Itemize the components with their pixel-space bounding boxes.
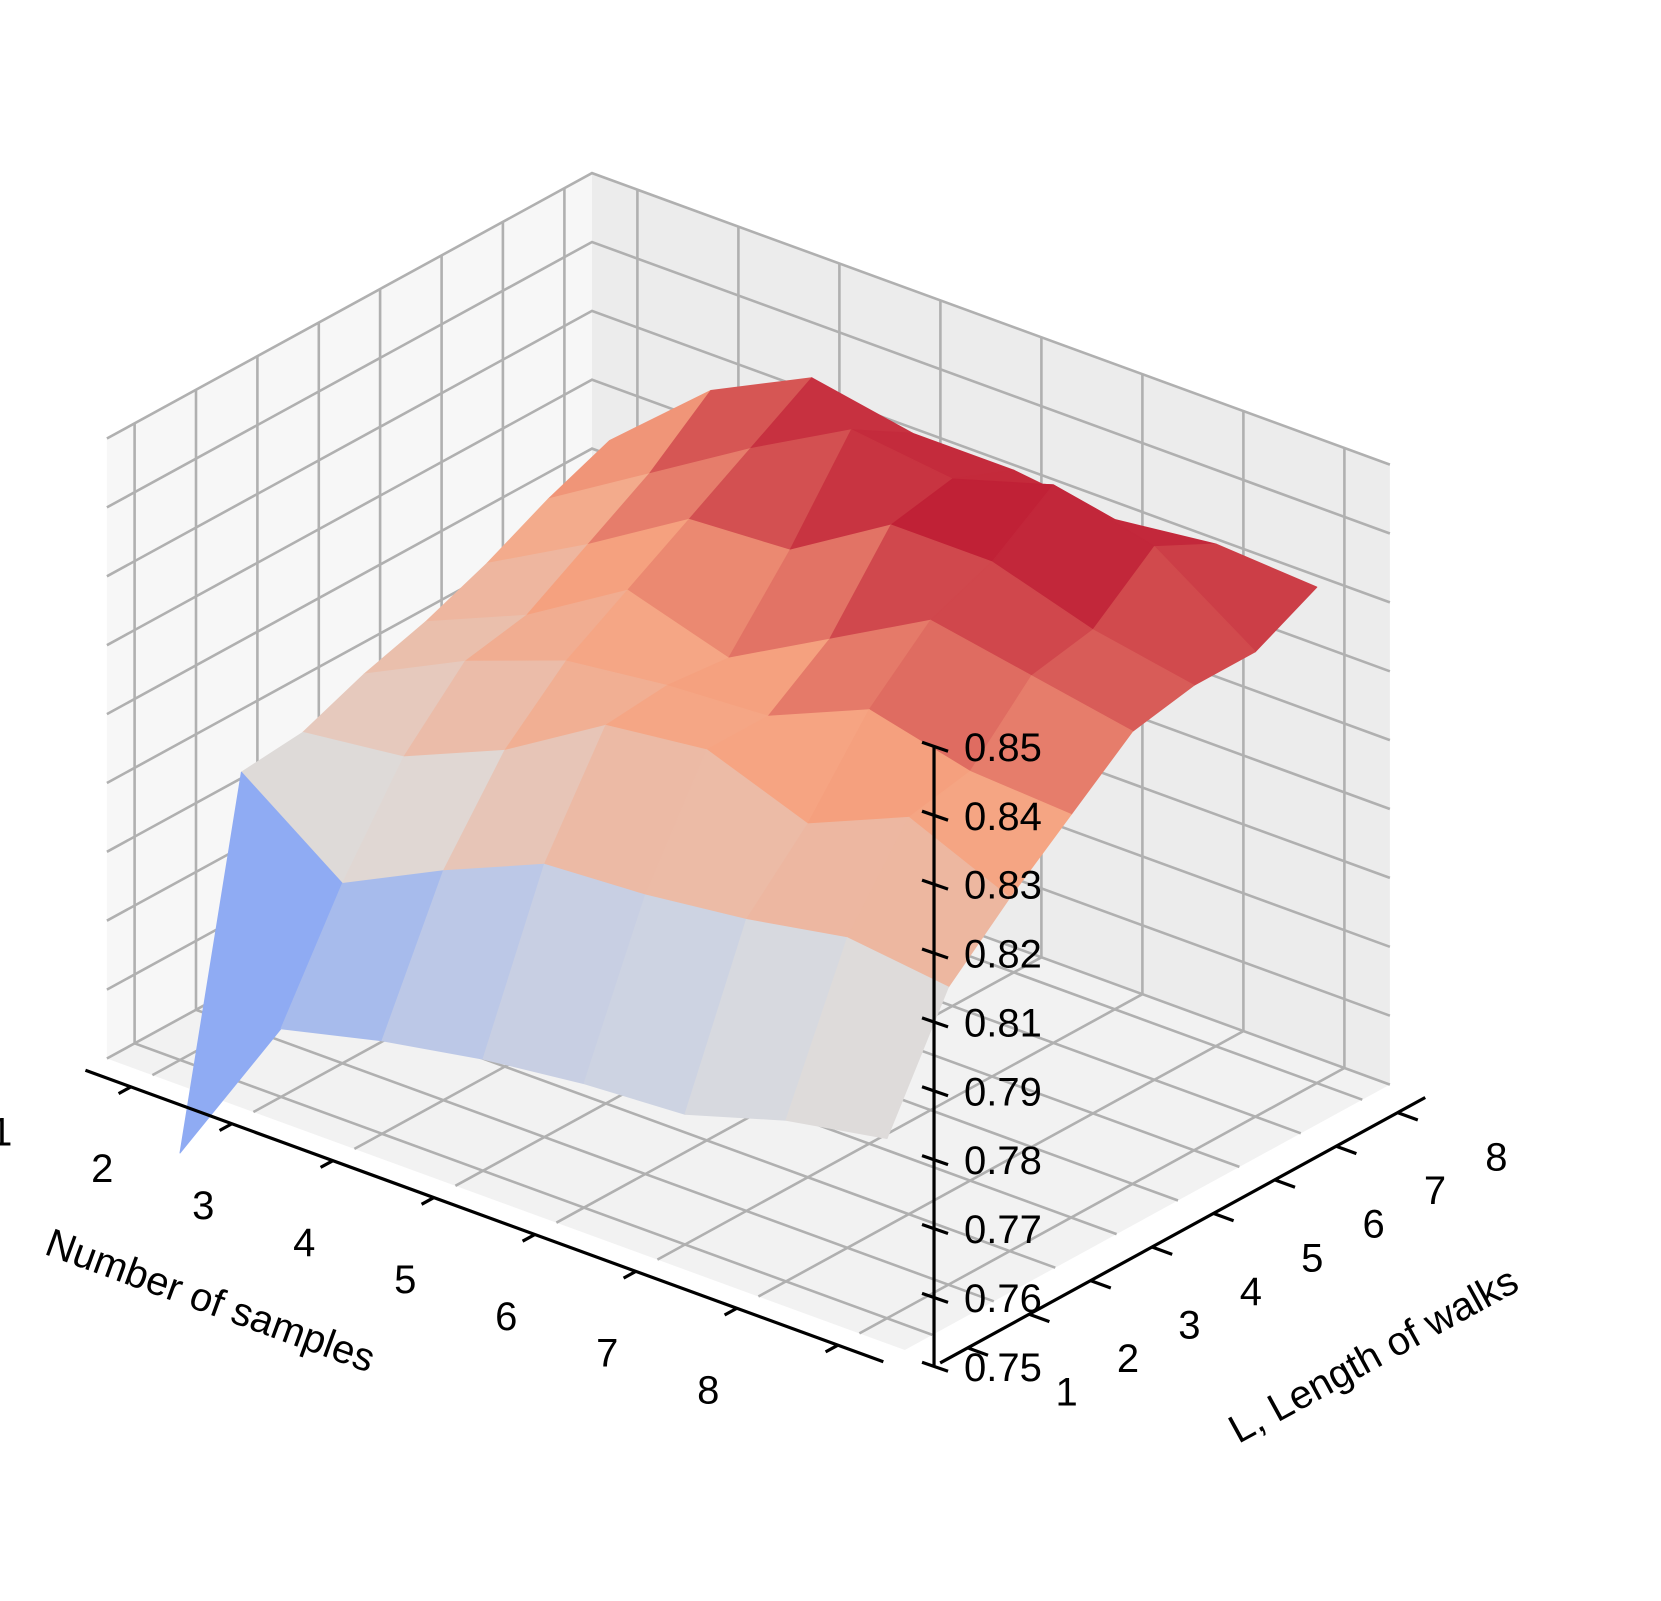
y-axis-line [939,1096,1426,1365]
y-tick [1397,1111,1419,1122]
x-tick [723,1306,738,1317]
y-tick-label: 4 [1240,1270,1262,1314]
z-tick [921,1360,949,1373]
z-tick [921,878,949,891]
z-tick [921,1016,949,1029]
gridline-z [106,309,1391,604]
y-tick [1274,1178,1296,1189]
y-tick-label: 3 [1178,1303,1200,1347]
z-tick [921,740,949,753]
x-tick-label: 1 [0,1110,12,1154]
x-tick-label: 5 [394,1258,416,1302]
z-tick-label: 0.82 [964,933,1042,977]
y-tick [1335,1144,1357,1156]
y-tick [1212,1211,1235,1223]
z-tick-label: 0.77 [964,1208,1042,1252]
surface-patch [785,937,949,1139]
x-tick [319,1159,334,1169]
y-tick-label: 7 [1424,1169,1446,1213]
y-tick-label: 1 [1055,1371,1077,1415]
z-tick-label: 0.81 [964,1001,1042,1045]
y-tick [1090,1279,1112,1290]
x-tick [420,1196,435,1206]
axis-lines [84,740,1426,1373]
z-tick [921,1291,949,1304]
surface [179,377,1318,1154]
gridline-z [106,171,1391,466]
x-tick-label: 7 [596,1332,618,1376]
z-tick-label: 0.78 [964,1139,1042,1183]
y-tick [967,1346,989,1357]
x-tick-label: 8 [697,1369,719,1413]
x-tick [622,1269,637,1280]
y-tick-label: 8 [1485,1135,1507,1179]
y-tick [1028,1312,1050,1324]
x-axis-line [84,1068,884,1364]
z-tick [921,809,949,822]
y-tick [1151,1245,1173,1256]
z-tick [921,947,949,960]
z-tick-label: 0.76 [964,1277,1042,1321]
x-tick-label: 3 [192,1184,214,1228]
x-tick [521,1233,536,1243]
z-tick-label: 0.75 [964,1346,1042,1390]
z-tick [921,1223,949,1236]
x-tick-label: 2 [91,1147,113,1191]
x-tick-label: 4 [293,1221,315,1265]
x-tick-label: 6 [495,1295,517,1339]
x-tick [117,1085,132,1096]
z-tick-label: 0.84 [964,795,1042,839]
y-axis-title: L, Length of walks [1222,1259,1526,1452]
x-axis-title: Number of samples [40,1221,381,1382]
y-tick-label: 5 [1301,1236,1323,1280]
gridline-z [106,240,1391,535]
x-tick [824,1343,839,1354]
z-tick [921,1085,949,1098]
z-tick-label: 0.79 [964,1070,1042,1114]
x-tick [218,1122,233,1132]
z-tick-label: 0.83 [964,864,1042,908]
y-tick-label: 2 [1117,1337,1139,1381]
y-tick-label: 6 [1362,1203,1384,1247]
z-tick [921,1154,949,1167]
z-tick-label: 0.85 [964,726,1042,770]
